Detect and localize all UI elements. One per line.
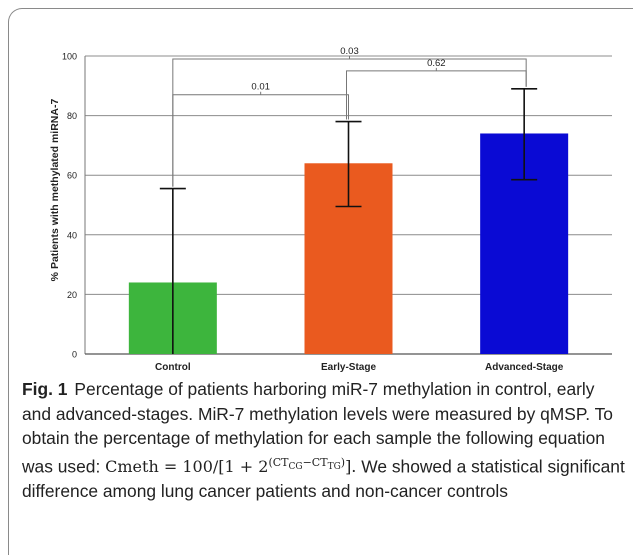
y-tick-label: 40 [67, 230, 77, 240]
caption-text: Percentage of patients harboring miR-7 m… [22, 379, 613, 476]
y-tick-label: 100 [62, 52, 77, 62]
x-tick-label: Early-Stage [321, 362, 376, 372]
y-tick-label: 80 [67, 111, 77, 121]
y-axis-label: % Patients with methylated miRNA-7 [49, 99, 61, 282]
p-value-label: 0.03 [340, 46, 359, 57]
caption-conclusion: We showed a statistical significant diff… [22, 455, 625, 502]
p-value-label: 0.01 [251, 82, 270, 93]
y-tick-label: 60 [67, 171, 77, 181]
significance-brackets: 0.01 0.62 0.03 [172, 46, 527, 187]
x-tick-label: Advanced-Stage [485, 362, 564, 372]
p-value-label: 0.62 [427, 58, 446, 69]
y-tick-label: 20 [67, 290, 77, 300]
bar-chart: 0 20 40 60 80 100 Control Early-Stage Advanced-S… [49, 46, 612, 372]
figure-caption: Fig. 1 Percentage of patients harboring m… [22, 377, 626, 504]
error-bars [159, 87, 538, 354]
figure-label: Fig. 1 [22, 379, 68, 399]
x-tick-label: Control [155, 362, 191, 372]
methylation-equation: Cmeth = 100/[1 + 2(CTCG−CTTG)]. [105, 455, 357, 476]
y-tick-label: 0 [72, 350, 77, 360]
significance-bracket [346, 70, 527, 120]
figure-frame [8, 8, 633, 555]
